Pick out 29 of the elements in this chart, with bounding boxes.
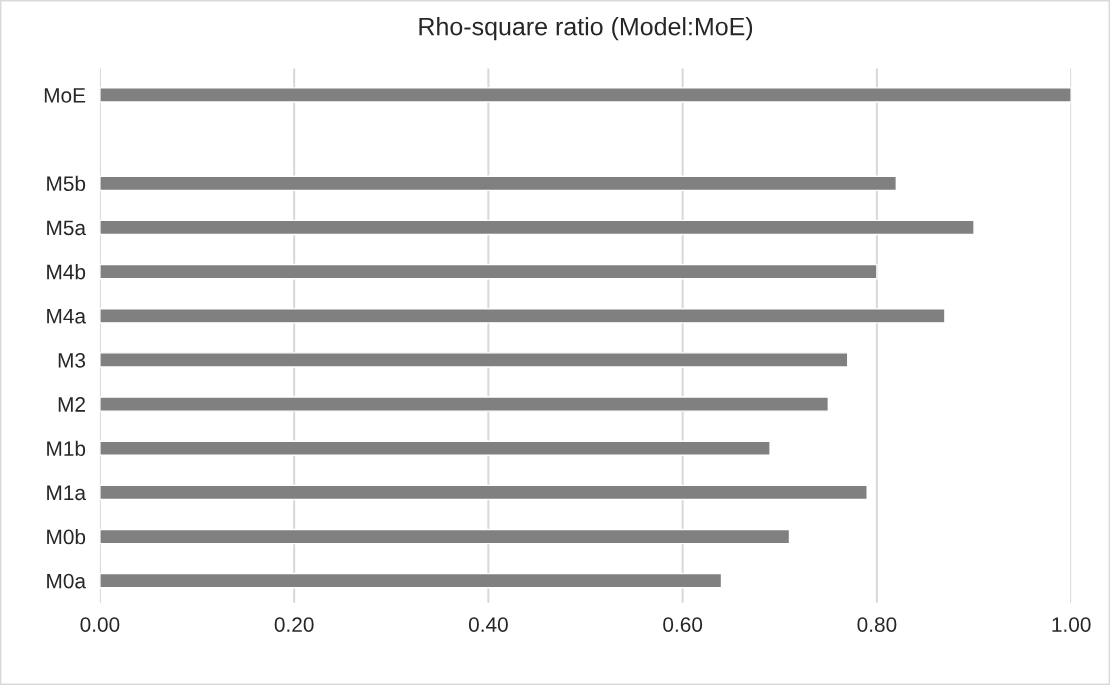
- y-tick-label: M5b: [47, 175, 86, 192]
- y-tick-label: M3: [58, 352, 86, 368]
- x-tick-label: 0.40: [468, 617, 508, 632]
- y-tick-label: M1a: [47, 485, 87, 501]
- x-tick-label: 0.80: [857, 617, 897, 632]
- y-tick-label: M0b: [47, 529, 86, 545]
- x-tick-label: 0.60: [663, 617, 703, 632]
- bar: [99, 440, 771, 457]
- bar: [99, 396, 830, 412]
- bar: [99, 484, 868, 501]
- y-tick-label: M2: [58, 397, 85, 412]
- y-tick-label: M0a: [47, 573, 87, 589]
- chart-title: Rho-square ratio (Model:MoE): [419, 17, 753, 41]
- bar: [99, 352, 849, 368]
- bar: [99, 528, 791, 545]
- x-tick-label: 0.20: [274, 617, 314, 632]
- bar: [99, 263, 878, 280]
- y-tick-label: M4b: [47, 264, 86, 280]
- y-tick-label: M4a: [47, 309, 87, 324]
- y-tick-label: MoE: [44, 88, 86, 103]
- bar: [99, 219, 975, 236]
- y-tick-label: M5a: [47, 220, 87, 236]
- bar: [99, 87, 1072, 103]
- x-tick-label: 0.00: [80, 617, 120, 632]
- bar: [99, 572, 723, 589]
- bar: [99, 175, 898, 192]
- y-tick-label: M1b: [47, 440, 86, 456]
- x-tick-label: 1.00: [1052, 617, 1091, 632]
- bar: [99, 308, 946, 324]
